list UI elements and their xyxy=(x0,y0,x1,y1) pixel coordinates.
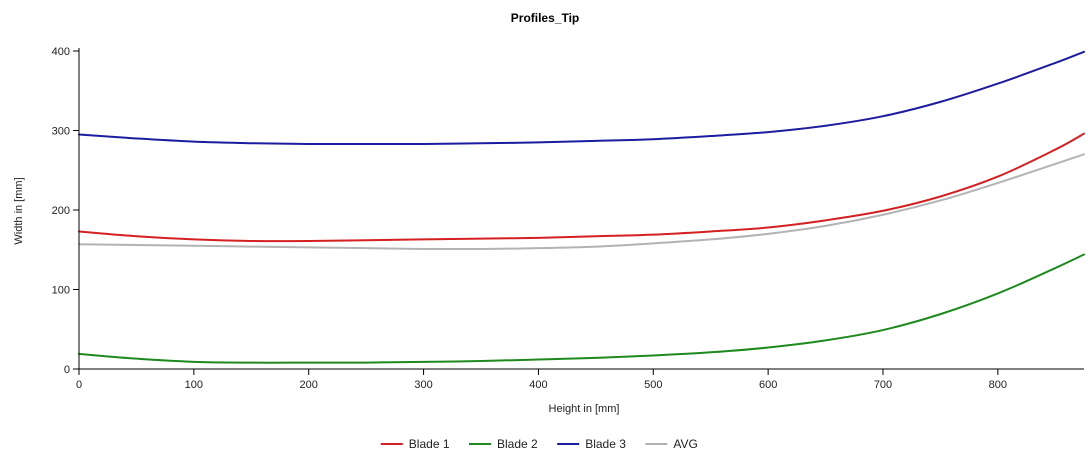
series-line-blade-3 xyxy=(78,50,1085,146)
plot-area xyxy=(78,50,1085,364)
y-tick-label: 300 xyxy=(52,126,70,138)
legend-label: Blade 1 xyxy=(409,437,450,451)
legend-label: AVG xyxy=(673,437,697,451)
y-axis-label: Width in [mm] xyxy=(13,177,25,244)
y-tick-label: 0 xyxy=(64,364,70,376)
x-axis-label: Height in [mm] xyxy=(549,403,620,415)
x-tick-label: 200 xyxy=(300,379,318,391)
series-line-blade-2 xyxy=(78,253,1085,364)
legend-label: Blade 3 xyxy=(585,437,626,451)
legend-item-avg: AVG xyxy=(645,437,698,451)
x-tick-label: 300 xyxy=(414,379,432,391)
x-tick-label: 0 xyxy=(76,379,82,391)
x-tick-label: 500 xyxy=(644,379,662,391)
y-tick-label: 400 xyxy=(52,46,70,58)
legend: Blade 1 Blade 2 Blade 3 AVG xyxy=(380,437,698,451)
y-axis: 0 100 200 300 400 xyxy=(52,46,80,376)
x-tick-label: 800 xyxy=(989,379,1007,391)
legend-item-blade-1: Blade 1 xyxy=(380,437,450,451)
x-tick-label: 600 xyxy=(759,379,777,391)
x-tick-label: 400 xyxy=(529,379,547,391)
x-tick-label: 700 xyxy=(874,379,892,391)
series-line-blade-1 xyxy=(78,132,1085,243)
x-tick-label: 100 xyxy=(185,379,203,391)
legend-item-blade-2: Blade 2 xyxy=(469,437,538,451)
y-tick-label: 100 xyxy=(52,285,70,297)
legend-label: Blade 2 xyxy=(497,437,538,451)
legend-item-blade-3: Blade 3 xyxy=(557,437,626,451)
chart-title: Profiles_Tip xyxy=(511,11,579,25)
y-tick-label: 200 xyxy=(52,205,70,217)
series-line-avg xyxy=(78,153,1085,251)
x-axis: 0 100 200 300 400 500 600 700 800 xyxy=(76,368,1084,391)
